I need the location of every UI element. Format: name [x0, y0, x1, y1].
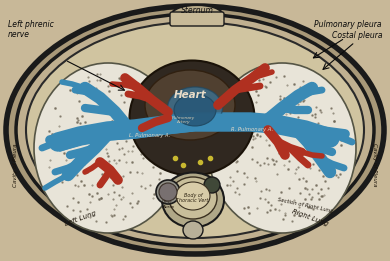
- Ellipse shape: [208, 63, 356, 233]
- Ellipse shape: [6, 6, 384, 254]
- Text: Left Lung: Left Lung: [64, 210, 97, 227]
- Ellipse shape: [169, 177, 217, 219]
- Text: Pulmonary
Artery: Pulmonary Artery: [171, 116, 195, 124]
- Text: Left phrenic: Left phrenic: [8, 20, 54, 29]
- Text: Section of Right Lung: Section of Right Lung: [277, 197, 333, 213]
- Text: nerve: nerve: [8, 30, 30, 39]
- FancyBboxPatch shape: [170, 12, 224, 26]
- Text: L. Pulmonary A.: L. Pulmonary A.: [129, 133, 171, 138]
- Ellipse shape: [172, 5, 222, 23]
- Ellipse shape: [176, 182, 210, 210]
- Ellipse shape: [26, 22, 364, 238]
- Text: Right Lung: Right Lung: [291, 209, 329, 227]
- Text: Heart: Heart: [174, 90, 206, 100]
- Circle shape: [159, 183, 177, 201]
- Text: Pulmonary pleura: Pulmonary pleura: [314, 20, 382, 29]
- Text: R. Pulmonary A.: R. Pulmonary A.: [231, 128, 273, 133]
- Circle shape: [204, 177, 220, 193]
- Text: Desc.
Aorta: Desc. Aorta: [162, 200, 174, 209]
- Text: Cavity of Pleura: Cavity of Pleura: [372, 143, 378, 187]
- Ellipse shape: [162, 173, 224, 228]
- Ellipse shape: [129, 61, 255, 175]
- Text: Sternum: Sternum: [181, 6, 213, 15]
- Ellipse shape: [145, 70, 235, 140]
- Text: Body of
Thoracic Vert.: Body of Thoracic Vert.: [176, 193, 210, 203]
- Ellipse shape: [16, 14, 374, 246]
- Circle shape: [156, 180, 180, 204]
- Ellipse shape: [174, 94, 216, 126]
- Text: Costal pleura: Costal pleura: [332, 31, 382, 40]
- Ellipse shape: [167, 87, 223, 129]
- Ellipse shape: [183, 221, 203, 239]
- Text: Cavity of Pleura: Cavity of Pleura: [12, 143, 18, 187]
- Ellipse shape: [34, 63, 182, 233]
